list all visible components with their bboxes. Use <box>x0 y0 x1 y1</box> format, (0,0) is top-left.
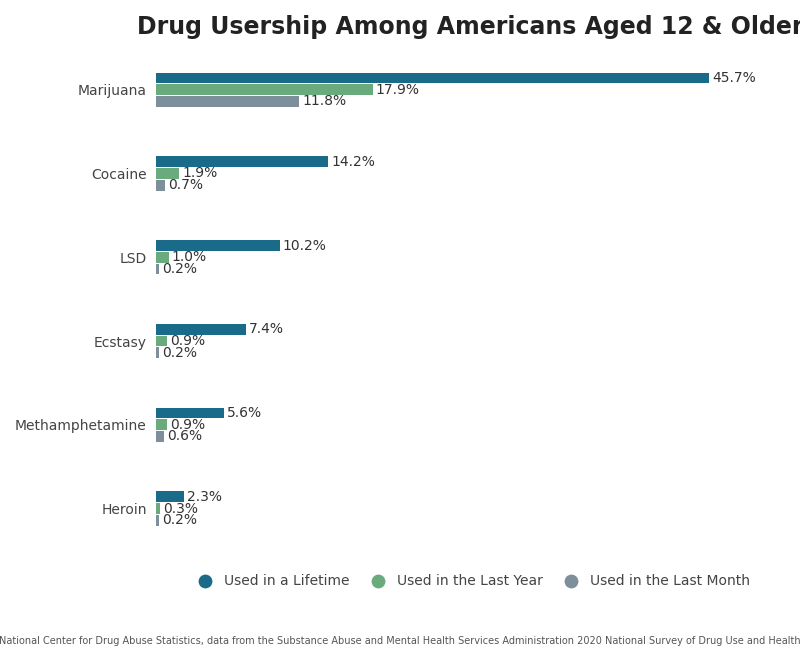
Bar <box>157 336 167 347</box>
Text: 0.9%: 0.9% <box>170 334 206 348</box>
Bar <box>157 84 373 95</box>
Text: 2.3%: 2.3% <box>187 490 222 504</box>
Bar <box>157 431 164 442</box>
Text: 14.2%: 14.2% <box>331 154 375 169</box>
Bar <box>157 503 160 514</box>
Bar <box>157 515 159 526</box>
Bar <box>157 408 224 419</box>
Bar <box>157 156 328 167</box>
Text: 0.9%: 0.9% <box>170 418 206 432</box>
Bar <box>157 180 165 191</box>
Text: 0.6%: 0.6% <box>166 430 202 443</box>
Text: 7.4%: 7.4% <box>249 323 284 336</box>
Bar <box>157 347 159 358</box>
Text: 11.8%: 11.8% <box>302 95 346 108</box>
Text: National Center for Drug Abuse Statistics, data from the Substance Abuse and Men: National Center for Drug Abuse Statistic… <box>0 636 800 646</box>
Text: 1.9%: 1.9% <box>182 167 218 180</box>
Text: 5.6%: 5.6% <box>227 406 262 420</box>
Text: 0.2%: 0.2% <box>162 346 197 360</box>
Text: 10.2%: 10.2% <box>282 239 326 252</box>
Bar <box>157 491 184 502</box>
Text: 1.0%: 1.0% <box>171 251 206 264</box>
Text: 0.7%: 0.7% <box>168 178 203 192</box>
Bar <box>157 240 280 251</box>
Bar <box>157 73 709 84</box>
Text: 17.9%: 17.9% <box>376 82 420 97</box>
Bar <box>157 168 179 179</box>
Legend: Used in a Lifetime, Used in the Last Year, Used in the Last Month: Used in a Lifetime, Used in the Last Yea… <box>186 569 756 593</box>
Text: 45.7%: 45.7% <box>712 71 756 85</box>
Bar <box>157 96 299 107</box>
Text: 0.3%: 0.3% <box>163 502 198 515</box>
Bar <box>157 324 246 335</box>
Bar <box>157 263 159 275</box>
Bar <box>157 252 169 263</box>
Title: Drug Usership Among Americans Aged 12 & Older: Drug Usership Among Americans Aged 12 & … <box>138 15 800 39</box>
Text: 0.2%: 0.2% <box>162 513 197 527</box>
Text: 0.2%: 0.2% <box>162 262 197 276</box>
Bar <box>157 419 167 430</box>
